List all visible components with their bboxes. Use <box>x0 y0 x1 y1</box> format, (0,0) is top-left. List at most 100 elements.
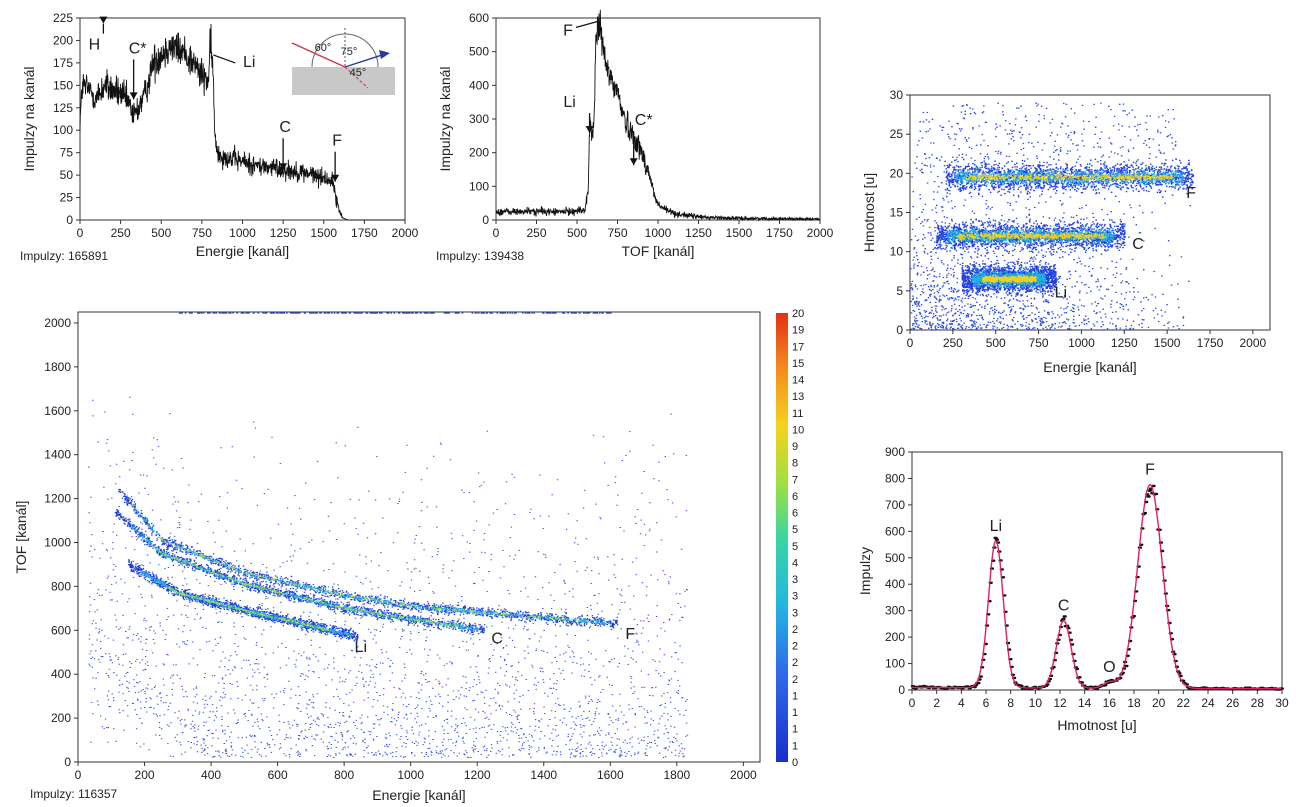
energy-axes: 0 250 500 750 1000 1250 1500 1750 2000 0 25 50 75 100… <box>20 11 419 263</box>
tof-total-counts: Impulzy: 139438 <box>436 249 524 263</box>
tof-y-tick-label: 200 <box>469 146 489 160</box>
colorbar-label: 6 <box>792 508 798 520</box>
tof_energy_map-y-tick-label: 400 <box>51 667 71 681</box>
map-label-f: F <box>625 626 635 643</box>
mass-spectrum-data-points <box>910 484 1284 691</box>
mass_spectrum-y-tick-label: 200 <box>885 630 905 644</box>
mass_spectrum-y-tick-label: 100 <box>885 657 905 671</box>
tof-x-tick-label: 1750 <box>766 226 793 240</box>
tof_energy_map-x-tick-label: 1200 <box>464 768 491 782</box>
transmitted-beam <box>344 66 369 89</box>
map-points <box>88 312 689 758</box>
mass_map-y-tick-label: 20 <box>890 166 904 180</box>
mass_map-x-tick-label: 1250 <box>1111 336 1138 350</box>
mass-map-points <box>910 102 1195 331</box>
tof_energy_map-x-axis-label: Energie [kanál] <box>372 787 465 803</box>
tof-cstar-arrow-head <box>629 158 638 166</box>
tof_energy_map-y-tick-label: 1200 <box>44 492 71 506</box>
energy-total-counts: Impulzy: 165891 <box>20 249 108 263</box>
tof-spectrum-line <box>495 9 821 222</box>
h-arrow-head <box>99 16 108 24</box>
mass_map-y-tick-label: 15 <box>890 206 904 220</box>
mass_map-x-tick-label: 0 <box>907 336 914 350</box>
mass_map-x-tick-label: 1750 <box>1197 336 1224 350</box>
mass-band-c <box>956 231 1105 241</box>
energy-y-tick-label: 225 <box>53 11 73 25</box>
mass_spectrum-x-tick-label: 16 <box>1103 696 1117 710</box>
tof_energy_map-frame <box>77 311 761 763</box>
energy-y-tick-label: 175 <box>53 56 73 70</box>
tof-x-tick-label: 2000 <box>807 226 834 240</box>
tof-y-tick-label: 600 <box>469 11 489 25</box>
mass_spectrum-x-tick-label: 4 <box>958 696 965 710</box>
mass_map-x-axis-label: Energie [kanál] <box>1043 359 1136 375</box>
peak-label-h: H <box>89 37 101 54</box>
colorbar-label: 13 <box>792 391 804 403</box>
colorbar-label: 2 <box>792 674 798 686</box>
mass_spectrum-x-tick-label: 14 <box>1078 696 1092 710</box>
energy-y-tick-label: 75 <box>60 146 74 160</box>
mass_spectrum-x-tick-label: 24 <box>1201 696 1215 710</box>
tof-x-tick-label: 1000 <box>645 226 672 240</box>
f-arrow-head <box>331 174 340 182</box>
mass_spectrum-x-tick-label: 0 <box>909 696 916 710</box>
tof-x-tick-label: 0 <box>493 226 500 240</box>
mass_spectrum-axes: 0 2 4 6 8 10 12 14 16 18 20 22 24 26 28 300100200300400… <box>857 445 1289 733</box>
mass_spectrum-y-tick-label: 700 <box>885 498 905 512</box>
tof-li-arrow-head <box>585 126 594 134</box>
energy-y-tick-label: 50 <box>60 168 74 182</box>
tof_energy_map-total-counts: Impulzy: 116357 <box>30 787 117 801</box>
tof_energy_map-y-tick-label: 1800 <box>44 360 71 374</box>
tof_energy_map-y-tick-label: 800 <box>51 579 71 593</box>
tof-axes: 0 250 500 750 1000 1250 1500 1750 2000 0 100 200 300… <box>436 9 834 263</box>
colorbar-strip <box>776 313 788 762</box>
band-c-core <box>156 548 459 627</box>
colorbar-label: 5 <box>792 524 798 536</box>
mass_map-x-tick-label: 2000 <box>1240 336 1267 350</box>
geometry-inset: 60° 75° 45° <box>291 28 395 95</box>
tof_energy_map-y-tick-label: 1600 <box>44 404 71 418</box>
mass-map-label-c: C <box>1132 236 1144 253</box>
map-label-c: C <box>491 630 503 647</box>
energy-spectrum-line <box>79 23 405 221</box>
peak-label-cstar: C* <box>129 40 147 57</box>
colorbar-label: 0 <box>792 757 798 769</box>
energy-y-tick-label: 200 <box>53 33 73 47</box>
energy-x-tick-label: 1500 <box>310 226 337 240</box>
mass-spectrum-fit-line <box>912 483 1282 690</box>
tof_energy_map-x-tick-label: 600 <box>268 768 288 782</box>
peak-label-li: Li <box>243 54 255 71</box>
energy-x-axis-label: Energie [kanál] <box>196 243 289 259</box>
mass-band-f <box>965 172 1174 183</box>
colorbar-label: 14 <box>792 375 804 387</box>
energy-y-tick-label: 150 <box>53 78 73 92</box>
colorbar-label: 1 <box>792 740 798 752</box>
colorbar-label: 17 <box>792 341 804 353</box>
colorbar-label: 5 <box>792 541 798 553</box>
mass_spectrum-y-tick-label: 800 <box>885 471 905 485</box>
mass_spectrum-x-tick-label: 20 <box>1152 696 1166 710</box>
tof_energy_map-y-tick-label: 1400 <box>44 448 71 462</box>
peak-label-c: C <box>279 119 291 136</box>
mass_spectrum-y-tick-label: 400 <box>885 577 905 591</box>
mass_spectrum-frame <box>911 451 1283 691</box>
colorbar-label: 8 <box>792 458 798 470</box>
tof-x-tick-label: 750 <box>607 226 627 240</box>
mass_spectrum-y-tick-label: 600 <box>885 524 905 538</box>
mass_spectrum-y-tick-label: 900 <box>885 445 905 459</box>
mass-map-label-li: Li <box>1055 284 1067 301</box>
tof-x-tick-label: 1250 <box>685 226 712 240</box>
tof-x-tick-label: 250 <box>526 226 546 240</box>
colorbar-label: 1 <box>792 724 798 736</box>
mass_map-y-axis-label: Hmotnost [u] <box>861 173 877 252</box>
colorbar-label: 3 <box>792 574 798 586</box>
energy-x-tick-label: 1250 <box>270 226 297 240</box>
tof_energy_map-x-tick-label: 400 <box>201 768 221 782</box>
colorbar-label: 9 <box>792 441 798 453</box>
tof_energy_map-x-tick-label: 1400 <box>530 768 557 782</box>
mass_map-y-tick-label: 30 <box>890 88 904 102</box>
mass-peak-label-f: F <box>1145 461 1155 478</box>
target-slab <box>292 67 395 95</box>
